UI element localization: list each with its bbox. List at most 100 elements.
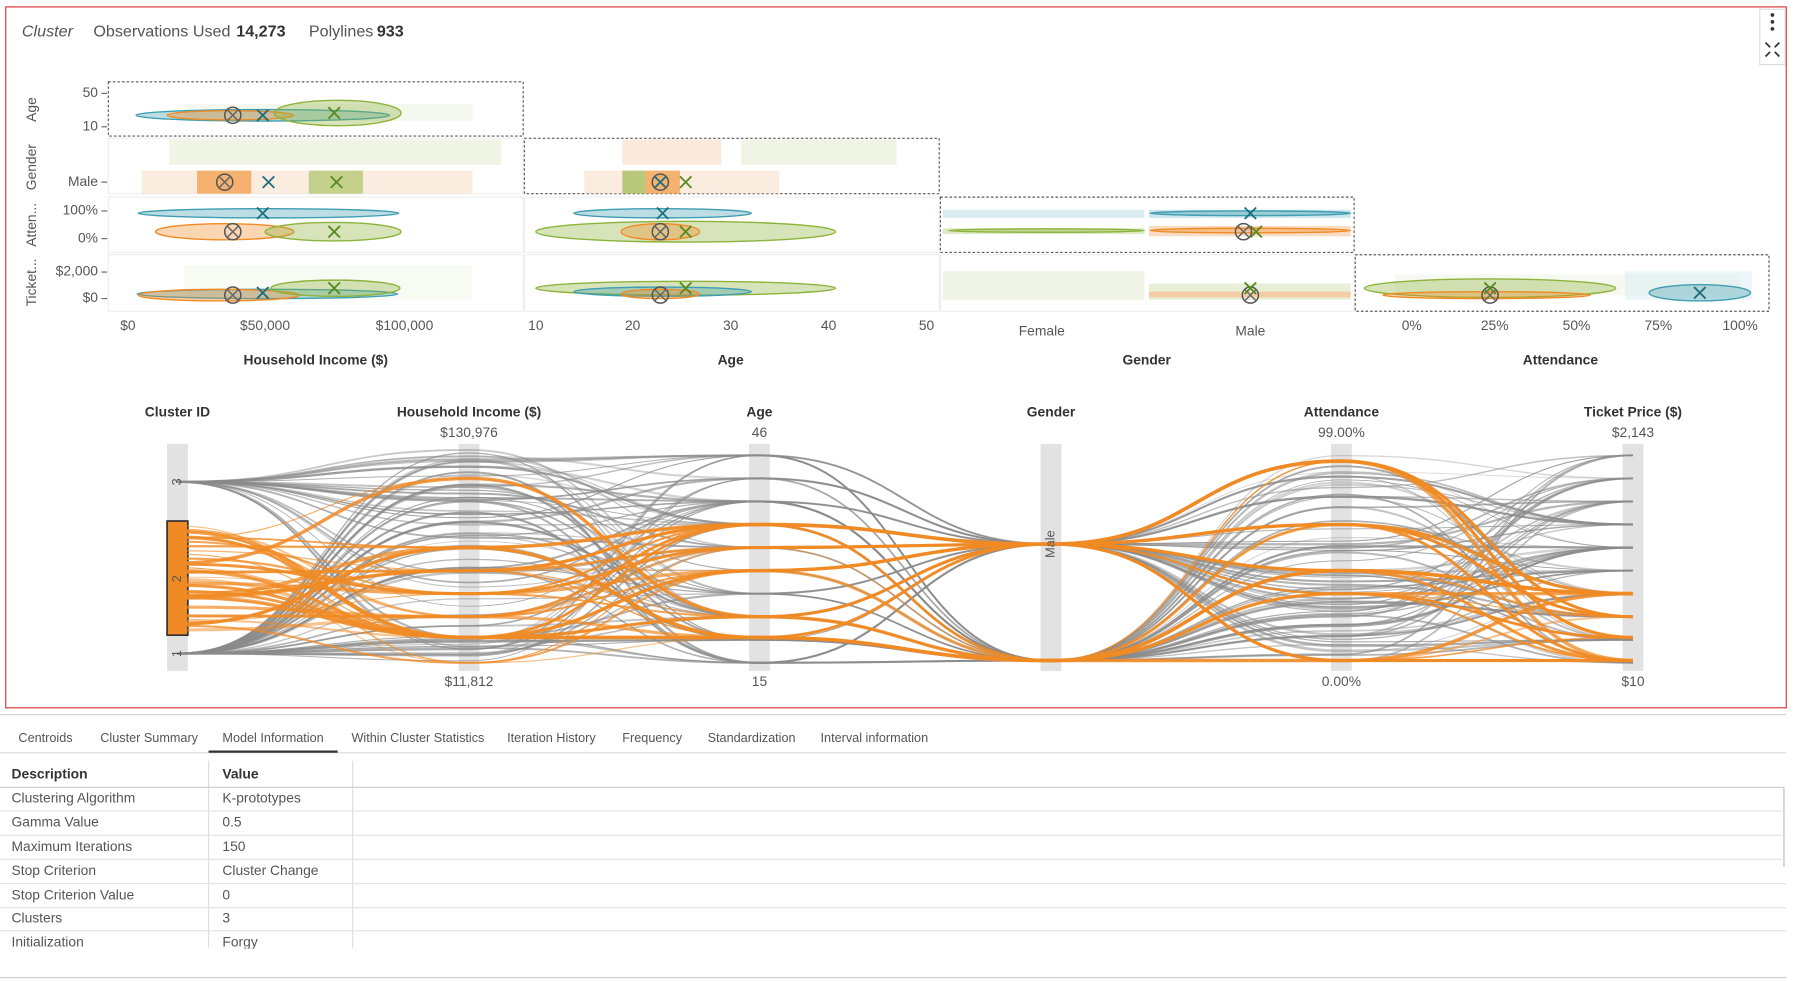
cell: [107, 196, 524, 254]
polylines: 933: [377, 23, 404, 41]
tab[interactable]: Interval information: [821, 731, 929, 745]
polyline: [177, 522, 1633, 663]
centroid-marker: [679, 175, 693, 189]
cell-text: Clustering Algorithm: [12, 790, 136, 806]
polyline: [177, 454, 1633, 662]
menu-icon[interactable]: [1770, 13, 1775, 31]
centroid-marker: [223, 106, 242, 125]
density-band: [1148, 225, 1351, 237]
tab[interactable]: Within Cluster Statistics: [351, 731, 484, 745]
tab[interactable]: Cluster Summary: [100, 731, 198, 745]
axis-max: $130,976: [440, 424, 498, 440]
col-tick-label: $0: [120, 317, 136, 333]
centroid-marker: [218, 175, 232, 189]
row-tick-label: $0: [83, 289, 99, 305]
density-band: [741, 139, 897, 165]
density-band: [141, 170, 473, 194]
centroid-marker: [651, 286, 670, 304]
col-tick-label: 20: [625, 317, 641, 333]
col-label: Household Income ($): [244, 351, 388, 367]
diag-cell: [107, 81, 524, 137]
centroid-marker: [215, 173, 234, 191]
polyline: [177, 568, 1633, 663]
axis-max: $2,143: [1612, 424, 1655, 440]
polyline: [177, 522, 1633, 599]
tab[interactable]: Standardization: [708, 731, 796, 745]
col-tick-label: 50: [919, 317, 935, 333]
centroid-marker: [679, 281, 693, 295]
centroid-marker: [654, 225, 667, 238]
centroid-marker: [1237, 225, 1250, 238]
col-tick-label: 0%: [1402, 317, 1422, 333]
col-tick-label: 40: [821, 317, 837, 333]
cell-text: Stop Criterion Value: [12, 886, 135, 902]
centroid-marker: [1243, 281, 1257, 295]
col-tick-label: 30: [723, 317, 739, 333]
centroid-marker: [679, 225, 693, 239]
centroid-marker: [223, 286, 242, 304]
collapse-icon[interactable]: [1764, 42, 1780, 58]
density-band: [169, 139, 502, 165]
col-label: Age: [718, 351, 744, 367]
col-tick-label: $100,000: [376, 317, 434, 333]
density-band: [942, 209, 1145, 218]
row-label: Gender: [23, 144, 39, 191]
col-tick-label: 10: [528, 317, 544, 333]
axis-min: $11,812: [445, 673, 494, 689]
axis-min: 0.00%: [1322, 673, 1361, 689]
axis-min: 15: [752, 673, 768, 689]
cluster-ellipse: [137, 207, 400, 219]
cluster-ellipse: [273, 99, 402, 127]
centroid-marker: [327, 281, 341, 295]
cell-text: 0: [222, 886, 230, 902]
centroid-marker: [1249, 225, 1263, 239]
polyline: [177, 475, 1633, 664]
diag-cell: [939, 196, 1355, 254]
polyline: [177, 520, 1633, 664]
axis-category: 1: [170, 650, 184, 657]
centroid-marker: [651, 173, 670, 191]
axis-name: Cluster ID: [145, 403, 210, 419]
centroid-marker: [1243, 206, 1257, 220]
row-label: Age: [23, 97, 39, 122]
centroid-marker: [1483, 281, 1497, 295]
centroid-marker: [1693, 286, 1707, 300]
cell-text: 0.5: [222, 814, 242, 830]
tab[interactable]: Centroids: [18, 731, 72, 745]
axis-category: 2: [170, 575, 184, 582]
cluster-ellipse: [620, 288, 701, 300]
cell: [939, 196, 1355, 254]
centroid-marker: [256, 206, 270, 220]
centroid-marker: [226, 288, 240, 302]
parallel-coordinates: Cluster ID 3 2 1 Household Income ($) $130,97…: [145, 403, 1682, 689]
col-label: Attendance: [1523, 351, 1599, 367]
tab[interactable]: Frequency: [622, 731, 682, 745]
axis-name: Household Income ($): [397, 403, 541, 419]
tab[interactable]: Model Information: [222, 731, 323, 745]
cell: [523, 254, 940, 312]
axis-name: Attendance: [1304, 403, 1380, 419]
row-label: Ticket...: [23, 258, 39, 306]
cell-text: Stop Criterion: [12, 862, 97, 878]
centroid-marker: [327, 225, 341, 239]
cell-text: Gamma Value: [12, 814, 100, 830]
panel-border: [5, 6, 1787, 709]
density-band: [622, 139, 722, 165]
cell-text: Maximum Iterations: [12, 838, 133, 854]
col-tick-label: $50,000: [240, 317, 290, 333]
cell-text: Initialization: [12, 934, 84, 950]
centroid-marker: [223, 222, 242, 241]
row-tick-label: 10: [83, 117, 99, 133]
col-label: Gender: [1122, 351, 1171, 367]
col-tick-label: Male: [1235, 323, 1265, 339]
tab[interactable]: Iteration History: [507, 731, 596, 745]
centroid-marker: [256, 286, 270, 300]
observations: 14,273: [236, 23, 285, 41]
centroid-marker: [327, 106, 341, 120]
cell: [939, 254, 1355, 312]
column-header: Value: [222, 765, 258, 781]
axis-name: Age: [746, 403, 772, 419]
col-tick-label: 50%: [1563, 317, 1591, 333]
